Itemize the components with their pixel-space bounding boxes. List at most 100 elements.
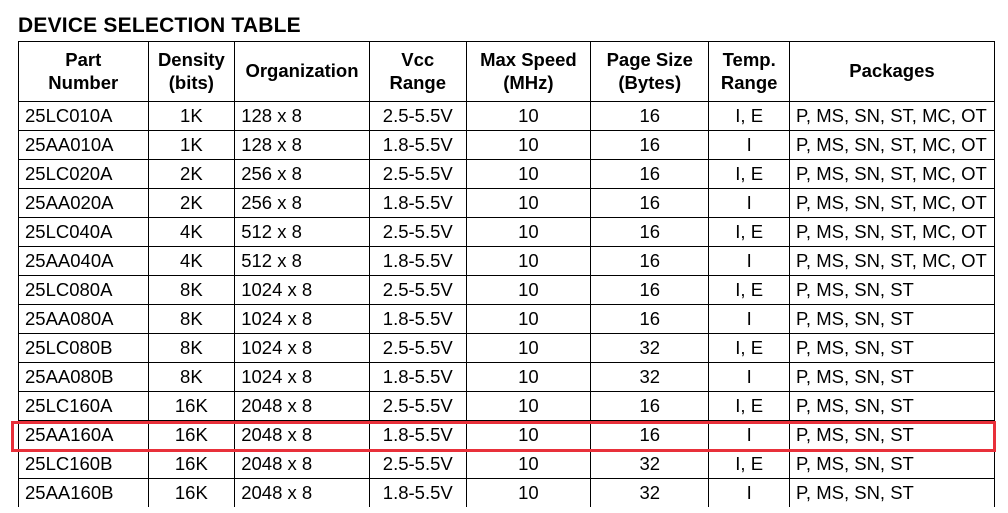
cell-density: 4K xyxy=(147,246,236,276)
cell-part-number: 25AA160B xyxy=(18,478,149,507)
cell-vcc-range: 1.8-5.5V xyxy=(368,246,467,276)
cell-packages: P, MS, SN, ST xyxy=(788,449,996,479)
header-density: Density (bits) xyxy=(147,41,236,102)
cell-max-speed: 10 xyxy=(465,101,592,131)
table-row: 25LC080B 8K 1024 x 8 2.5-5.5V 10 32 I, E P, MS,… xyxy=(18,333,996,363)
cell-packages: P, MS, SN, ST, MC, OT xyxy=(788,159,996,189)
table-row: 25LC160A 16K 2048 x 8 2.5-5.5V 10 16 I, E P, MS… xyxy=(18,391,996,421)
table-row: 25LC010A 1K 128 x 8 2.5-5.5V 10 16 I, E P, MS, … xyxy=(18,101,996,131)
cell-vcc-range: 1.8-5.5V xyxy=(368,130,467,160)
cell-temp-range: I, E xyxy=(708,159,790,189)
header-organization: Organization xyxy=(234,41,370,102)
cell-part-number: 25AA020A xyxy=(18,188,149,218)
cell-organization: 128 x 8 xyxy=(234,130,370,160)
cell-vcc-range: 1.8-5.5V xyxy=(368,362,467,392)
cell-page-size: 16 xyxy=(590,304,710,334)
cell-page-size: 16 xyxy=(590,420,710,450)
cell-part-number: 25AA160A xyxy=(18,420,149,450)
table-row: 25AA080A 8K 1024 x 8 1.8-5.5V 10 16 I P, MS, SN… xyxy=(18,304,996,334)
cell-vcc-range: 2.5-5.5V xyxy=(368,449,467,479)
cell-packages: P, MS, SN, ST xyxy=(788,478,996,507)
cell-vcc-range: 1.8-5.5V xyxy=(368,188,467,218)
cell-page-size: 32 xyxy=(590,333,710,363)
table-row: 25AA160A 16K 2048 x 8 1.8-5.5V 10 16 I P, MS, S… xyxy=(18,420,996,450)
cell-max-speed: 10 xyxy=(465,217,592,247)
cell-organization: 2048 x 8 xyxy=(234,478,370,507)
header-page-size: Page Size (Bytes) xyxy=(590,41,710,102)
cell-packages: P, MS, SN, ST xyxy=(788,391,996,421)
cell-packages: P, MS, SN, ST xyxy=(788,333,996,363)
cell-part-number: 25AA080A xyxy=(18,304,149,334)
cell-density: 16K xyxy=(147,420,236,450)
cell-packages: P, MS, SN, ST xyxy=(788,275,996,305)
cell-part-number: 25LC020A xyxy=(18,159,149,189)
cell-packages: P, MS, SN, ST, MC, OT xyxy=(788,246,996,276)
cell-packages: P, MS, SN, ST xyxy=(788,362,996,392)
cell-packages: P, MS, SN, ST, MC, OT xyxy=(788,188,996,218)
cell-part-number: 25LC080B xyxy=(18,333,149,363)
table-row: 25LC160B 16K 2048 x 8 2.5-5.5V 10 32 I, E P, MS… xyxy=(18,449,996,479)
cell-density: 2K xyxy=(147,159,236,189)
cell-temp-range: I, E xyxy=(708,333,790,363)
cell-temp-range: I xyxy=(708,304,790,334)
cell-vcc-range: 2.5-5.5V xyxy=(368,391,467,421)
cell-part-number: 25AA040A xyxy=(18,246,149,276)
cell-density: 8K xyxy=(147,275,236,305)
cell-vcc-range: 2.5-5.5V xyxy=(368,101,467,131)
cell-density: 4K xyxy=(147,217,236,247)
cell-organization: 128 x 8 xyxy=(234,101,370,131)
cell-organization: 1024 x 8 xyxy=(234,362,370,392)
cell-max-speed: 10 xyxy=(465,420,592,450)
cell-density: 8K xyxy=(147,362,236,392)
cell-density: 8K xyxy=(147,333,236,363)
cell-density: 1K xyxy=(147,101,236,131)
cell-page-size: 16 xyxy=(590,188,710,218)
table-body: 25LC010A 1K 128 x 8 2.5-5.5V 10 16 I, E P, MS, … xyxy=(18,101,996,507)
cell-organization: 256 x 8 xyxy=(234,188,370,218)
cell-page-size: 32 xyxy=(590,449,710,479)
cell-max-speed: 10 xyxy=(465,188,592,218)
cell-vcc-range: 1.8-5.5V xyxy=(368,304,467,334)
table-row: 25AA080B 8K 1024 x 8 1.8-5.5V 10 32 I P, MS, SN… xyxy=(18,362,996,392)
cell-packages: P, MS, SN, ST, MC, OT xyxy=(788,217,996,247)
cell-organization: 2048 x 8 xyxy=(234,449,370,479)
cell-vcc-range: 1.8-5.5V xyxy=(368,478,467,507)
cell-packages: P, MS, SN, ST xyxy=(788,420,996,450)
cell-temp-range: I xyxy=(708,478,790,507)
cell-temp-range: I xyxy=(708,246,790,276)
cell-max-speed: 10 xyxy=(465,246,592,276)
table-row: 25AA020A 2K 256 x 8 1.8-5.5V 10 16 I P, MS, SN,… xyxy=(18,188,996,218)
table-row: 25LC020A 2K 256 x 8 2.5-5.5V 10 16 I, E P, MS, … xyxy=(18,159,996,189)
cell-page-size: 16 xyxy=(590,217,710,247)
header-row: Part Number Density (bits) Organization Vc… xyxy=(18,41,996,102)
cell-max-speed: 10 xyxy=(465,130,592,160)
cell-part-number: 25AA080B xyxy=(18,362,149,392)
cell-vcc-range: 2.5-5.5V xyxy=(368,159,467,189)
cell-organization: 2048 x 8 xyxy=(234,420,370,450)
cell-density: 16K xyxy=(147,478,236,507)
cell-temp-range: I, E xyxy=(708,391,790,421)
cell-temp-range: I, E xyxy=(708,275,790,305)
cell-max-speed: 10 xyxy=(465,391,592,421)
header-vcc-range: Vcc Range xyxy=(368,41,467,102)
cell-page-size: 16 xyxy=(590,130,710,160)
cell-page-size: 16 xyxy=(590,275,710,305)
header-max-speed: Max Speed (MHz) xyxy=(465,41,592,102)
cell-temp-range: I, E xyxy=(708,449,790,479)
cell-part-number: 25LC080A xyxy=(18,275,149,305)
cell-vcc-range: 1.8-5.5V xyxy=(368,420,467,450)
cell-organization: 512 x 8 xyxy=(234,246,370,276)
cell-temp-range: I xyxy=(708,420,790,450)
header-temp-range: Temp. Range xyxy=(708,41,790,102)
cell-part-number: 25LC010A xyxy=(18,101,149,131)
table-row: 25AA160B 16K 2048 x 8 1.8-5.5V 10 32 I P, MS, S… xyxy=(18,478,996,507)
cell-page-size: 16 xyxy=(590,246,710,276)
cell-temp-range: I, E xyxy=(708,217,790,247)
table-title: DEVICE SELECTION TABLE xyxy=(18,14,301,37)
cell-page-size: 16 xyxy=(590,391,710,421)
table-row: 25AA010A 1K 128 x 8 1.8-5.5V 10 16 I P, MS, SN,… xyxy=(18,130,996,160)
cell-max-speed: 10 xyxy=(465,304,592,334)
table-row: 25LC080A 8K 1024 x 8 2.5-5.5V 10 16 I, E P, MS,… xyxy=(18,275,996,305)
cell-organization: 1024 x 8 xyxy=(234,304,370,334)
cell-max-speed: 10 xyxy=(465,333,592,363)
